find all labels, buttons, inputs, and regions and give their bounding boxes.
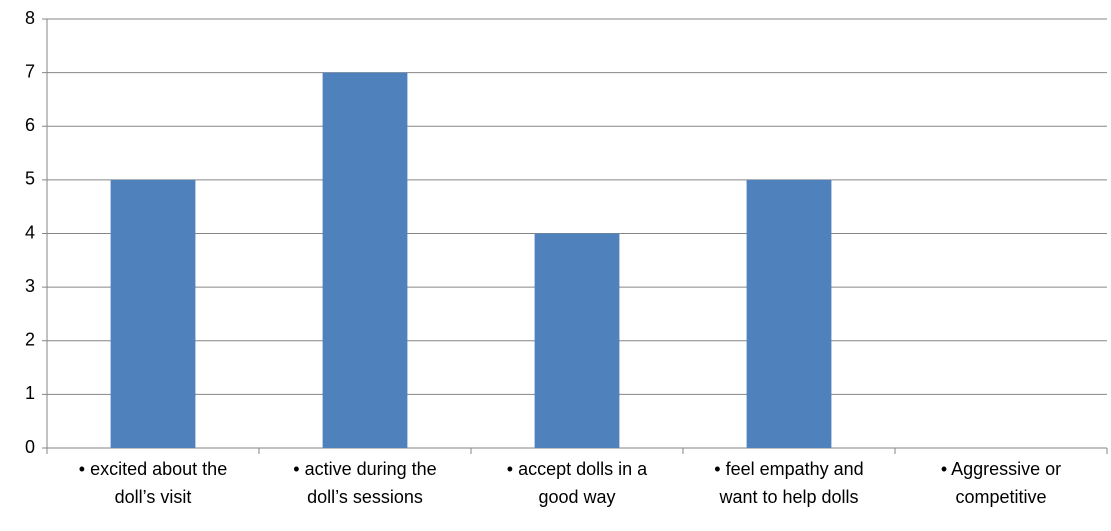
y-tick-label: 6 xyxy=(25,115,35,135)
y-tick-label: 7 xyxy=(25,61,35,81)
bar xyxy=(746,179,832,448)
x-tick-label: want to help dolls xyxy=(718,487,858,507)
y-tick-label: 0 xyxy=(25,437,35,457)
x-tick-label: • Aggressive or xyxy=(941,459,1061,479)
y-tick-label: 2 xyxy=(25,330,35,350)
x-tick-label: • feel empathy and xyxy=(714,459,863,479)
bar xyxy=(110,179,196,448)
y-tick-label: 3 xyxy=(25,276,35,296)
y-tick-label: 8 xyxy=(25,8,35,28)
x-tick-label: • accept dolls in a xyxy=(507,459,648,479)
x-tick-label: • excited about the xyxy=(79,459,227,479)
x-tick-label: competitive xyxy=(955,487,1046,507)
y-tick-label: 5 xyxy=(25,169,35,189)
y-tick-label: 4 xyxy=(25,222,35,242)
bar xyxy=(322,72,408,448)
x-tick-label: doll’s sessions xyxy=(307,487,423,507)
x-tick-label: good way xyxy=(538,487,615,507)
x-tick-label: doll’s visit xyxy=(115,487,192,507)
bar xyxy=(534,233,620,448)
x-tick-label: • active during the xyxy=(293,459,436,479)
y-tick-label: 1 xyxy=(25,383,35,403)
